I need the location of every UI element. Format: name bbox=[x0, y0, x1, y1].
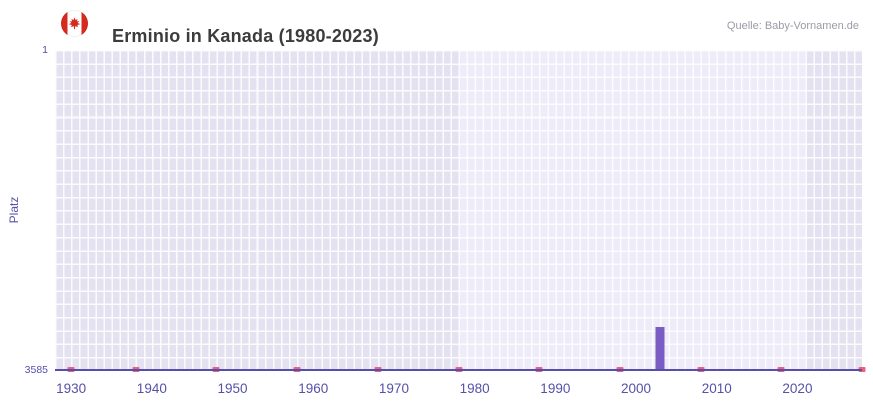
gridlines bbox=[55, 50, 862, 370]
y-axis-tick-bottom: 3585 bbox=[24, 364, 48, 376]
x-axis-label: 1930 bbox=[56, 381, 87, 396]
x-axis-label: 2000 bbox=[621, 381, 652, 396]
x-axis-label: 2010 bbox=[701, 381, 732, 396]
x-axis-label: 1960 bbox=[298, 381, 329, 396]
plot-area bbox=[55, 50, 866, 372]
x-axis-label: 1990 bbox=[540, 381, 571, 396]
source-credit: Quelle: Baby-Vornamen.de bbox=[726, 20, 859, 32]
page-title: Erminio in Kanada (1980-2023) bbox=[112, 26, 379, 47]
canada-flag-icon bbox=[61, 10, 88, 37]
y-axis-tick-top: 1 bbox=[42, 44, 48, 56]
axis-tick-mark bbox=[858, 367, 866, 372]
rank-bar[interactable] bbox=[655, 326, 665, 370]
y-axis-title: Platz bbox=[7, 196, 21, 224]
x-axis-labels: 1930 1940 1950 1960 1970 1980 1990 2000 2010 2020 bbox=[55, 381, 862, 403]
x-axis-label: 1940 bbox=[136, 381, 167, 396]
x-axis-label: 1970 bbox=[378, 381, 409, 396]
x-axis-label: 1950 bbox=[217, 381, 248, 396]
x-axis-label: 1980 bbox=[459, 381, 490, 396]
x-axis-line bbox=[55, 369, 862, 371]
x-axis-label: 2020 bbox=[782, 381, 813, 396]
